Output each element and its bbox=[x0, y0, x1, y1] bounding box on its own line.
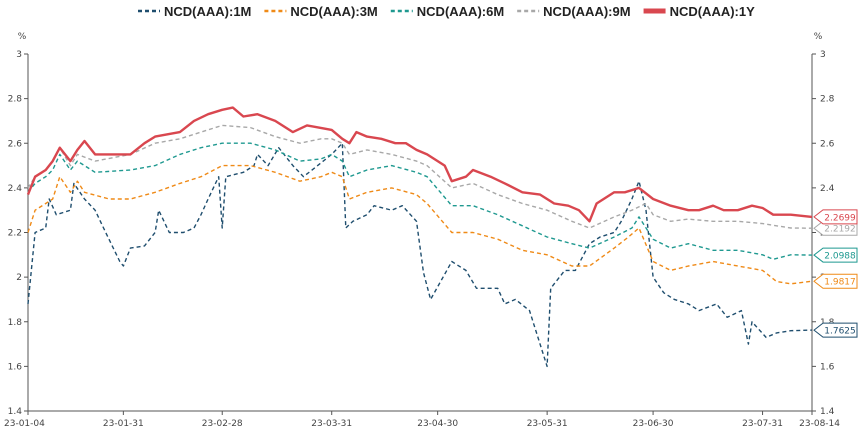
y-tick-label-right: 2.4 bbox=[820, 184, 835, 194]
y-tick-label-right: 1.4 bbox=[820, 407, 835, 417]
axes: 1.41.41.61.61.81.8222.22.22.42.42.62.62.… bbox=[4, 50, 840, 429]
y-unit-right: % bbox=[814, 32, 823, 42]
end-value-box bbox=[813, 322, 858, 338]
x-tick-label: 23-05-31 bbox=[527, 419, 568, 429]
x-tick-label: 23-01-04 bbox=[4, 419, 45, 429]
end-value-box bbox=[813, 209, 858, 225]
series-line-2 bbox=[27, 164, 813, 285]
x-tick-label: 23-08-14 bbox=[799, 419, 840, 429]
legend-item-1[interactable]: NCD(AAA):1M bbox=[138, 4, 251, 19]
end-value-box bbox=[813, 247, 858, 263]
legend-label: NCD(AAA):3M bbox=[290, 4, 377, 19]
legend-label: NCD(AAA):1M bbox=[164, 4, 251, 19]
end-value-label: 1.9817 bbox=[824, 278, 856, 288]
x-tick-label: 23-01-31 bbox=[103, 419, 144, 429]
y-tick-label-left: 1.4 bbox=[8, 407, 23, 417]
x-tick-label: 23-02-28 bbox=[202, 419, 243, 429]
y-tick-label-left: 2.8 bbox=[8, 95, 23, 105]
y-tick-label-left: 2.4 bbox=[8, 184, 23, 194]
legend-label: NCD(AAA):1Y bbox=[670, 4, 756, 19]
y-tick-label-left: 2 bbox=[16, 273, 22, 283]
legend[interactable]: NCD(AAA):1M NCD(AAA):3M NCD(AAA):6M NCD(AAA… bbox=[138, 4, 755, 19]
x-tick-label: 23-03-31 bbox=[311, 419, 352, 429]
legend-item-5[interactable]: NCD(AAA):1Y bbox=[643, 4, 756, 19]
y-tick-label-right: 2.8 bbox=[820, 95, 835, 105]
x-tick-label: 23-07-31 bbox=[742, 419, 783, 429]
y-tick-label-right: 2.6 bbox=[820, 139, 835, 149]
end-value-label: 2.2699 bbox=[824, 213, 856, 223]
end-value-label: 2.0988 bbox=[824, 252, 856, 262]
legend-label: NCD(AAA):6M bbox=[417, 4, 504, 19]
legend-item-3[interactable]: NCD(AAA):6M bbox=[390, 4, 504, 19]
y-tick-label-left: 1.8 bbox=[8, 318, 23, 328]
series-line-4 bbox=[27, 124, 813, 229]
series-line-1 bbox=[27, 142, 813, 368]
end-value-label: 1.7625 bbox=[824, 327, 856, 337]
series-layer bbox=[26, 106, 813, 368]
legend-item-4[interactable]: NCD(AAA):9M bbox=[517, 4, 631, 19]
y-tick-label-right: 3 bbox=[820, 50, 826, 60]
x-tick-label: 23-04-30 bbox=[417, 419, 458, 429]
x-tick-label: 23-06-30 bbox=[633, 419, 674, 429]
end-labels: 1.7625 1.9817 2.0988 2.2192 2.2699 bbox=[813, 209, 858, 338]
y-tick-label-left: 3 bbox=[16, 50, 22, 60]
series-line-5 bbox=[26, 106, 813, 223]
legend-label: NCD(AAA):9M bbox=[543, 4, 630, 19]
y-tick-label-left: 2.6 bbox=[8, 139, 23, 149]
y-tick-label-left: 2.2 bbox=[8, 229, 22, 239]
series-line-3 bbox=[27, 142, 813, 260]
legend-item-2[interactable]: NCD(AAA):3M bbox=[264, 4, 378, 19]
end-value-label: 2.2192 bbox=[824, 225, 856, 235]
y-tick-label-right: 1.6 bbox=[820, 362, 835, 372]
end-value-box bbox=[813, 273, 858, 289]
y-unit-left: % bbox=[18, 32, 27, 42]
y-tick-label-left: 1.6 bbox=[8, 362, 23, 372]
